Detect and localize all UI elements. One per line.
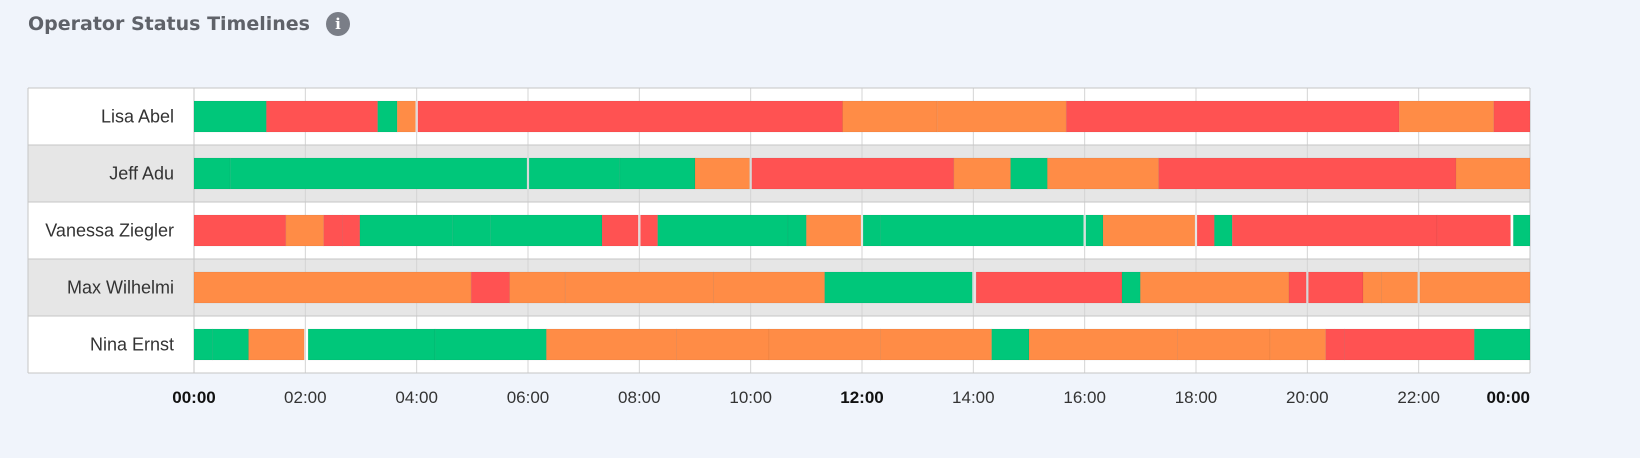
segment-red[interactable] <box>1288 271 1307 304</box>
segment-green[interactable] <box>1512 214 1531 247</box>
segment-orange[interactable] <box>1380 271 1418 304</box>
segment-orange[interactable] <box>248 328 305 361</box>
segment-green[interactable] <box>1213 214 1233 247</box>
segment-orange[interactable] <box>1028 328 1179 361</box>
x-tick-label: 02:00 <box>284 388 327 407</box>
segment-green[interactable] <box>193 157 231 190</box>
segment-green[interactable] <box>1121 271 1141 304</box>
segment-green[interactable] <box>991 328 1030 361</box>
segment-red[interactable] <box>751 157 955 190</box>
segment-orange[interactable] <box>1139 271 1290 304</box>
x-tick-label: 08:00 <box>618 388 661 407</box>
segment-orange[interactable] <box>805 214 862 247</box>
segment-green[interactable] <box>787 214 807 247</box>
segment-red[interactable] <box>975 271 1123 304</box>
segment-red[interactable] <box>342 214 361 247</box>
segment-orange[interactable] <box>285 214 325 247</box>
segment-orange[interactable] <box>936 100 1067 133</box>
segment-orange[interactable] <box>193 271 472 304</box>
segment-red[interactable] <box>1325 328 1346 361</box>
chart-header: Operator Status Timelines i <box>28 12 350 36</box>
segment-green[interactable] <box>528 157 621 190</box>
segment-orange[interactable] <box>879 328 993 361</box>
x-tick-label: 12:00 <box>840 388 883 407</box>
segment-red[interactable] <box>1231 214 1438 247</box>
segment-orange[interactable] <box>1362 271 1382 304</box>
segment-orange[interactable] <box>1455 157 1531 190</box>
segment-green[interactable] <box>377 100 398 133</box>
segment-orange[interactable] <box>712 271 826 304</box>
segment-red[interactable] <box>1196 214 1215 247</box>
segment-green[interactable] <box>193 328 213 361</box>
chart-title: Operator Status Timelines <box>28 13 310 35</box>
segment-red[interactable] <box>1344 328 1475 361</box>
segment-orange[interactable] <box>842 100 938 133</box>
segment-green[interactable] <box>193 100 267 133</box>
segment-green[interactable] <box>879 214 1084 247</box>
segment-red[interactable] <box>1493 100 1531 133</box>
segment-red[interactable] <box>417 100 843 133</box>
segment-green[interactable] <box>1085 214 1104 247</box>
segment-orange[interactable] <box>1177 328 1271 361</box>
x-tick-label: 06:00 <box>507 388 550 407</box>
x-tick-label: 14:00 <box>952 388 995 407</box>
row-label: Lisa Abel <box>101 107 174 127</box>
segment-red[interactable] <box>265 100 379 133</box>
segment-red[interactable] <box>1065 100 1400 133</box>
segment-red[interactable] <box>193 214 287 247</box>
segment-green[interactable] <box>211 328 249 361</box>
segment-green[interactable] <box>1010 157 1048 190</box>
segment-orange[interactable] <box>676 328 770 361</box>
segment-green[interactable] <box>452 214 492 247</box>
segment-green[interactable] <box>434 328 547 361</box>
segment-green[interactable] <box>307 328 436 361</box>
segment-orange[interactable] <box>953 157 1012 190</box>
segment-red[interactable] <box>1308 271 1364 304</box>
segment-red[interactable] <box>323 214 344 247</box>
segment-orange[interactable] <box>768 328 881 361</box>
segment-orange[interactable] <box>1046 157 1160 190</box>
x-tick-label: 20:00 <box>1286 388 1329 407</box>
segment-green[interactable] <box>619 157 696 190</box>
segment-green[interactable] <box>490 214 603 247</box>
segment-orange[interactable] <box>545 328 678 361</box>
segment-orange[interactable] <box>1102 214 1196 247</box>
row-label: Max Wilhelmi <box>67 278 174 298</box>
segment-green[interactable] <box>862 214 881 247</box>
x-tick-label: 16:00 <box>1063 388 1106 407</box>
x-tick-label: 18:00 <box>1175 388 1218 407</box>
row-label: Vanessa Ziegler <box>45 221 174 241</box>
segment-orange[interactable] <box>509 271 566 304</box>
x-tick-label: 00:00 <box>1487 388 1530 407</box>
segment-red[interactable] <box>640 214 659 247</box>
segment-red[interactable] <box>1436 214 1511 247</box>
segment-red[interactable] <box>1158 157 1457 190</box>
row-label: Jeff Adu <box>109 164 174 184</box>
segment-orange[interactable] <box>396 100 416 133</box>
x-tick-label: 10:00 <box>729 388 772 407</box>
segment-orange[interactable] <box>1419 271 1531 304</box>
segment-orange[interactable] <box>694 157 750 190</box>
segment-green[interactable] <box>359 214 454 247</box>
x-tick-label: 04:00 <box>395 388 438 407</box>
segment-red[interactable] <box>601 214 639 247</box>
segment-orange[interactable] <box>1398 100 1495 133</box>
segment-green[interactable] <box>657 214 789 247</box>
segment-red[interactable] <box>470 271 511 304</box>
info-icon[interactable]: i <box>325 12 350 36</box>
x-tick-label: 00:00 <box>172 388 215 407</box>
segment-orange[interactable] <box>1269 328 1327 361</box>
segment-green[interactable] <box>1473 328 1531 361</box>
segment-green[interactable] <box>229 157 528 190</box>
row-label: Nina Ernst <box>90 335 174 355</box>
x-tick-label: 22:00 <box>1397 388 1440 407</box>
segment-green[interactable] <box>824 271 973 304</box>
segment-orange[interactable] <box>564 271 714 304</box>
